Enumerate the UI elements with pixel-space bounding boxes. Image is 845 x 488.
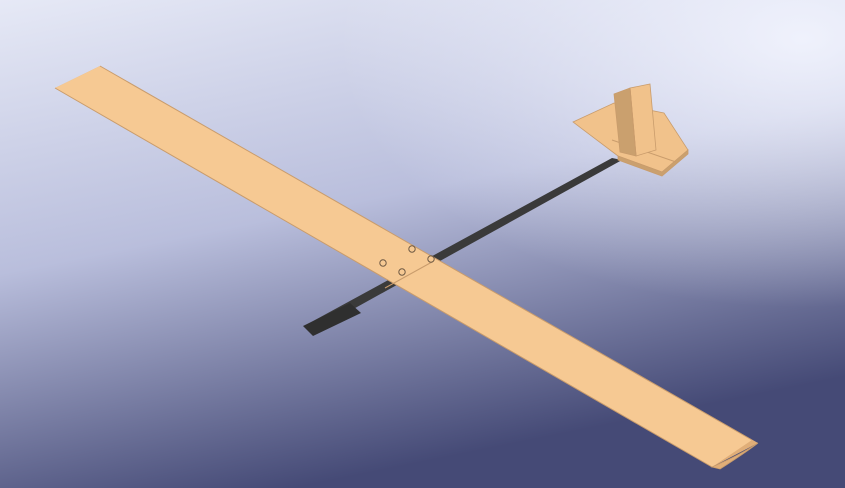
- vertical-fin[interactable]: [613, 83, 657, 157]
- wing-trailing-edge-line: [54, 87, 713, 468]
- wing-center-joint-line: [384, 261, 433, 289]
- wing-leading-edge-line: [99, 65, 753, 441]
- wing-bolt-2: [408, 245, 416, 253]
- wing-top-surface: [55, 66, 752, 467]
- wing-right-tip: [710, 442, 759, 470]
- main-wing[interactable]: [54, 65, 759, 470]
- wing-bolt-1: [379, 259, 387, 267]
- stabilizer-edge: [617, 149, 689, 177]
- wing-bolt-4: [427, 255, 435, 263]
- fuselage-boom[interactable]: [304, 158, 622, 332]
- wing-bolt-3: [398, 268, 406, 276]
- nose-block[interactable]: [303, 303, 361, 336]
- fin-edge-line: [629, 87, 637, 157]
